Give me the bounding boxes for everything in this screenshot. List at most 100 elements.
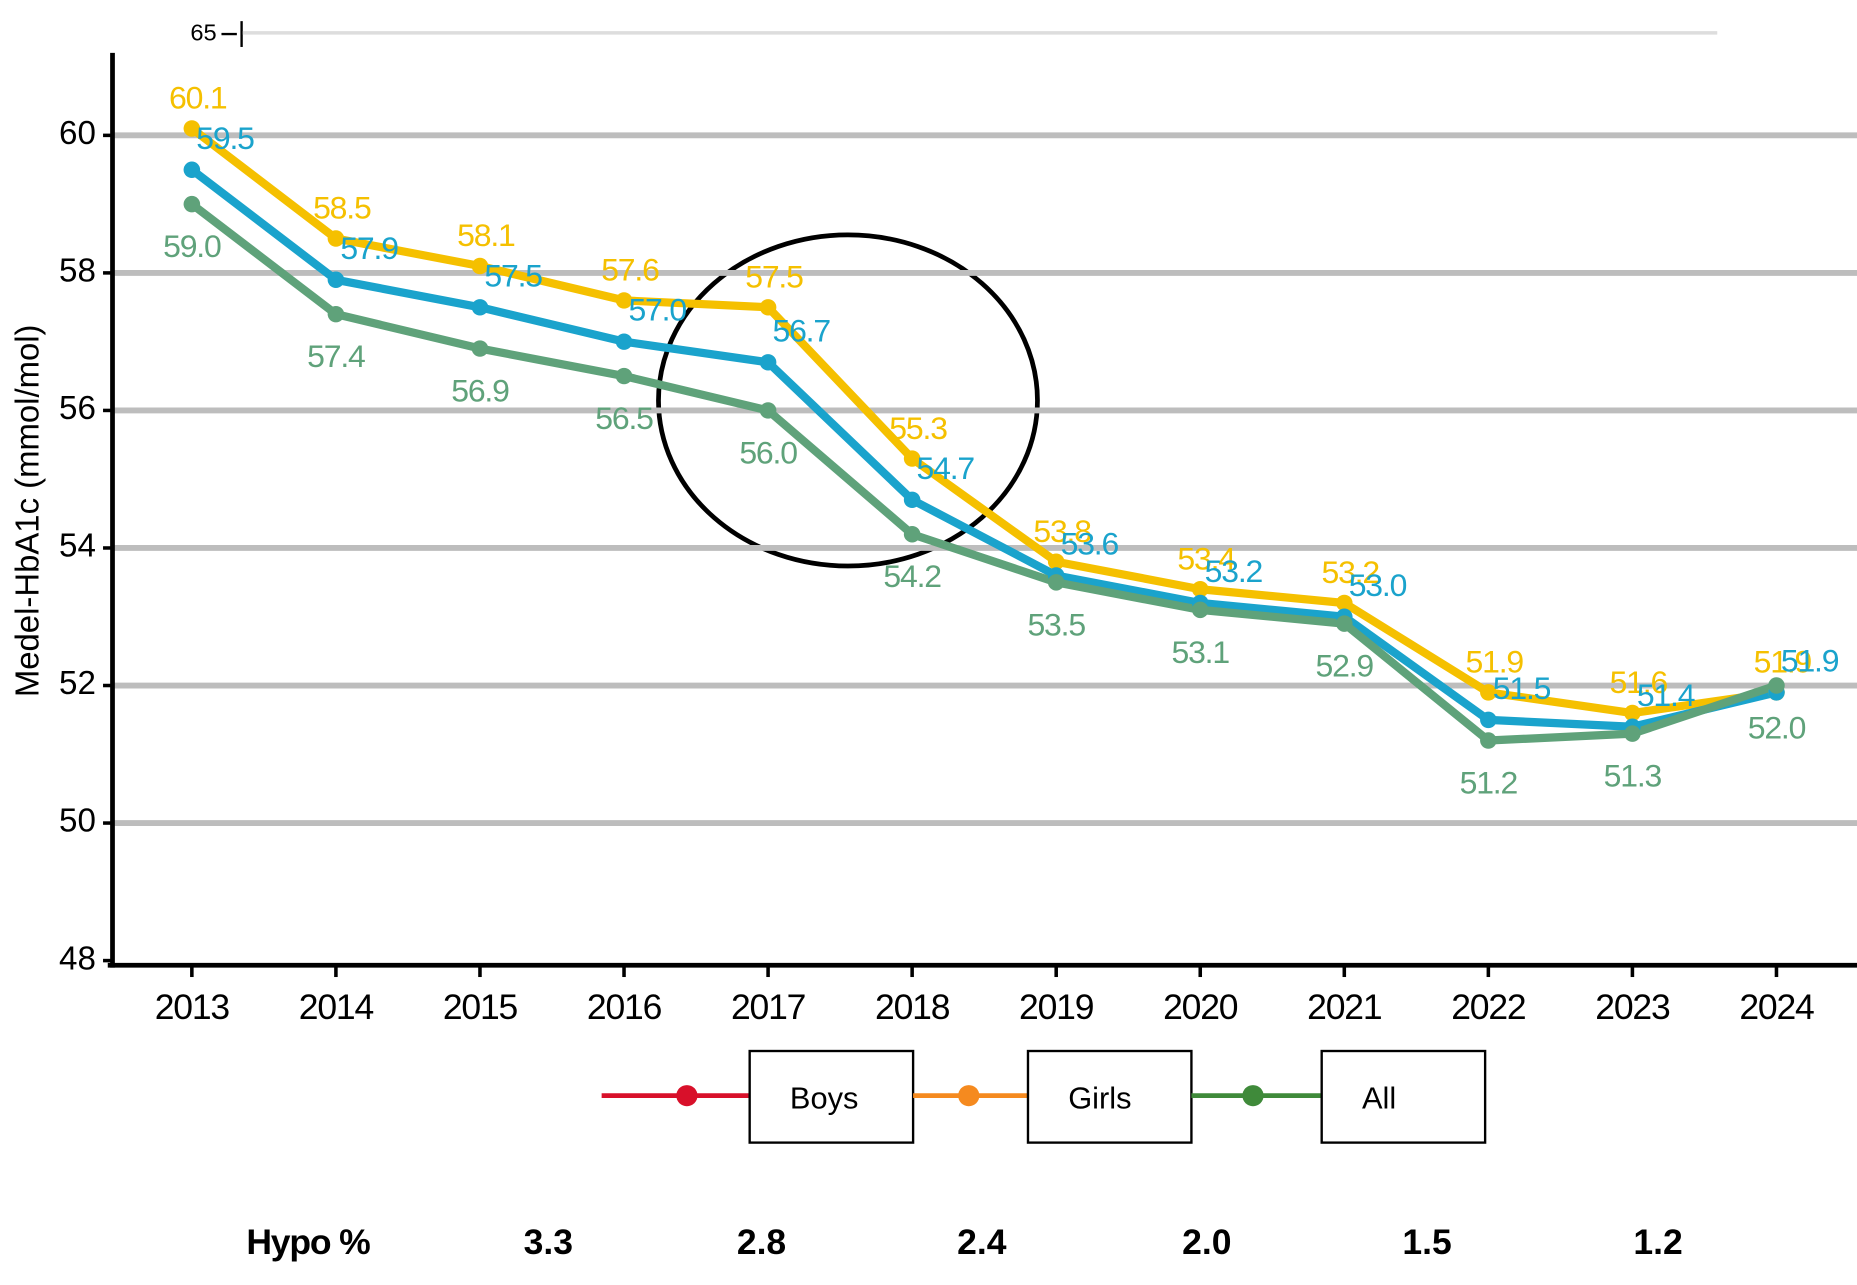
point (327, 305, 345, 323)
data-label: 55.3 (889, 410, 947, 446)
point (471, 257, 489, 275)
point (615, 292, 633, 309)
point (1336, 594, 1353, 612)
data-label: 59.0 (163, 228, 221, 264)
hypo-value: 2.8 (737, 1223, 786, 1262)
hypo-value: 2.0 (1182, 1223, 1231, 1262)
data-label: 58.1 (457, 217, 515, 253)
hypo-value: 2.4 (957, 1223, 1007, 1262)
x-tick-label: 2016 (587, 988, 662, 1027)
data-label: 51.3 (1604, 758, 1662, 794)
x-tick-label: 2017 (731, 988, 805, 1027)
data-label: 53.2 (1321, 554, 1379, 590)
data-label: 57.4 (307, 338, 365, 374)
x-tick-label: 2024 (1739, 988, 1814, 1027)
data-label: 53.5 (1027, 606, 1085, 642)
data-label: 57.5 (484, 257, 542, 293)
data-label: 58.5 (313, 190, 371, 226)
point (1336, 615, 1353, 632)
data-label: 52.0 (1748, 710, 1806, 746)
point (327, 230, 345, 247)
x-tick-label: 2015 (443, 988, 518, 1027)
hypo-value: 1.2 (1633, 1223, 1682, 1262)
point (1768, 677, 1785, 694)
data-label: 51.2 (1460, 765, 1518, 801)
data-label: 51.9 (1754, 644, 1812, 680)
data-label: 51.5 (1493, 670, 1551, 706)
hypo-label: Hypo % (246, 1223, 370, 1262)
data-label: 51.9 (1466, 644, 1524, 680)
y-tick-label: 48 (59, 939, 96, 976)
point (903, 450, 921, 467)
x-tick-label: 2019 (1019, 988, 1093, 1027)
y-tick-label: 56 (59, 389, 96, 426)
x-tick-label: 2014 (299, 988, 374, 1027)
data-label: 57.6 (601, 252, 659, 288)
data-label: 53.4 (1177, 541, 1235, 577)
point (1624, 725, 1641, 742)
data-label: 59.5 (196, 120, 254, 156)
point (327, 271, 345, 288)
point (1480, 732, 1497, 749)
y-tick-label: 60 (59, 114, 96, 151)
data-label: 51.6 (1610, 664, 1668, 700)
highlight-circle (656, 232, 1040, 569)
series-line (189, 125, 1778, 718)
hypo-value: 3.3 (524, 1223, 573, 1262)
x-tick-label: 2013 (155, 988, 230, 1027)
data-label: 53.8 (1033, 513, 1091, 549)
y-axis-title: Medel-HbA1c (mmol/mol) (8, 324, 45, 697)
x-tick-label: 2021 (1307, 988, 1381, 1027)
data-label: 56.7 (773, 312, 831, 348)
data-label: 56.5 (595, 400, 653, 436)
legend-box (1026, 1049, 1193, 1144)
point (1191, 581, 1209, 598)
point (759, 402, 777, 419)
point (1480, 684, 1497, 701)
point (1480, 711, 1497, 729)
legend-dot (958, 1085, 980, 1107)
data-label: 53.2 (1205, 553, 1263, 589)
point (759, 299, 777, 316)
point (615, 367, 633, 385)
y-tick-label: 54 (59, 527, 96, 564)
x-tick-label: 2020 (1163, 988, 1238, 1027)
series-line (189, 200, 1778, 745)
legend-dot (1242, 1085, 1264, 1107)
data-label: 54.7 (917, 450, 975, 486)
legend-dot (676, 1085, 698, 1107)
point (471, 299, 489, 316)
y-tick-label: 52 (59, 664, 96, 701)
top-tick-label: 65 (190, 19, 216, 45)
data-label: 53.6 (1061, 526, 1119, 562)
data-label: 57.9 (340, 230, 398, 266)
legend-label: All (1362, 1082, 1396, 1116)
point (183, 120, 201, 137)
data-label: 53.1 (1172, 634, 1230, 670)
point (471, 340, 489, 357)
data-label: 51.4 (1637, 677, 1695, 713)
hypo-value: 1.5 (1402, 1223, 1451, 1262)
x-tick-label: 2023 (1595, 988, 1670, 1027)
point (1047, 553, 1065, 570)
point (183, 195, 201, 213)
legend-label: Boys (790, 1082, 858, 1116)
x-tick-label: 2018 (875, 988, 950, 1027)
data-label: 51.9 (1781, 643, 1839, 679)
point (903, 491, 921, 509)
legend-label: Girls (1068, 1082, 1131, 1116)
point (1047, 574, 1065, 591)
series-line (189, 166, 1778, 731)
y-tick-label: 58 (59, 252, 96, 289)
data-label: 54.2 (883, 558, 941, 594)
point (183, 161, 201, 178)
point (615, 333, 633, 350)
data-label: 60.1 (169, 80, 227, 116)
data-label: 56.0 (739, 435, 797, 471)
point (1191, 601, 1209, 619)
legend-box (1320, 1049, 1487, 1144)
data-label: 57.0 (628, 292, 686, 328)
y-tick-label: 50 (59, 802, 96, 839)
point (903, 526, 921, 543)
